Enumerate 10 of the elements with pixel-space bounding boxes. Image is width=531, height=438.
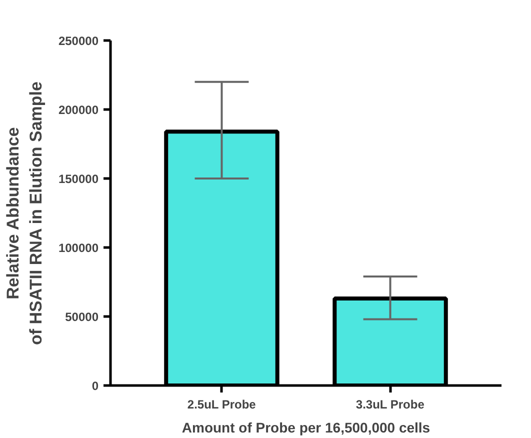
y-tick-label: 250000 [58,34,99,48]
y-tick-label: 200000 [58,103,99,117]
y-axis-title: Relative Abbundance of HSATII RNA in Elution Sample [4,82,46,346]
x-tick-label: 2.5uL Probe [187,398,256,412]
x-tick-label: 3.3uL Probe [356,398,425,412]
x-axis-title: Amount of Probe per 16,500,000 cells [182,420,430,436]
y-tick-label: 150000 [58,172,99,186]
y-tick-label: 100000 [58,241,99,255]
y-tick-label: 50000 [65,310,99,324]
y-tick-label: 0 [92,379,99,393]
